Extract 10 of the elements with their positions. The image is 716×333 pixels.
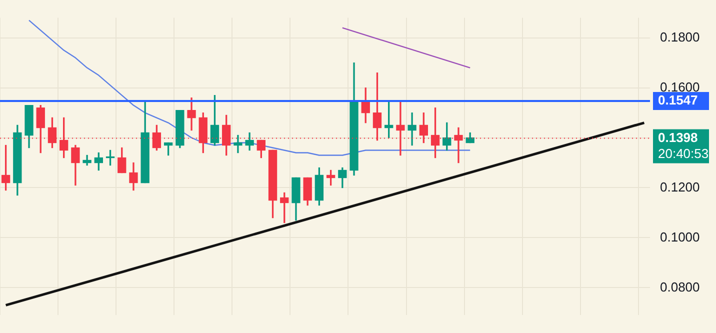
ref-line-label: 0.1547	[658, 92, 698, 108]
candlestick	[234, 134, 242, 154]
text: 20:40:53	[658, 146, 709, 161]
y-tick-label: 0.1600	[660, 79, 700, 94]
y-tick-label: 0.0800	[660, 279, 700, 294]
ref-line-label: 0.1398	[658, 130, 698, 145]
candlestick	[408, 112, 416, 146]
y-tick-label: 0.1000	[660, 229, 700, 244]
y-tick-label: 0.1200	[660, 179, 700, 194]
y-tick-label: 0.1800	[660, 29, 700, 44]
